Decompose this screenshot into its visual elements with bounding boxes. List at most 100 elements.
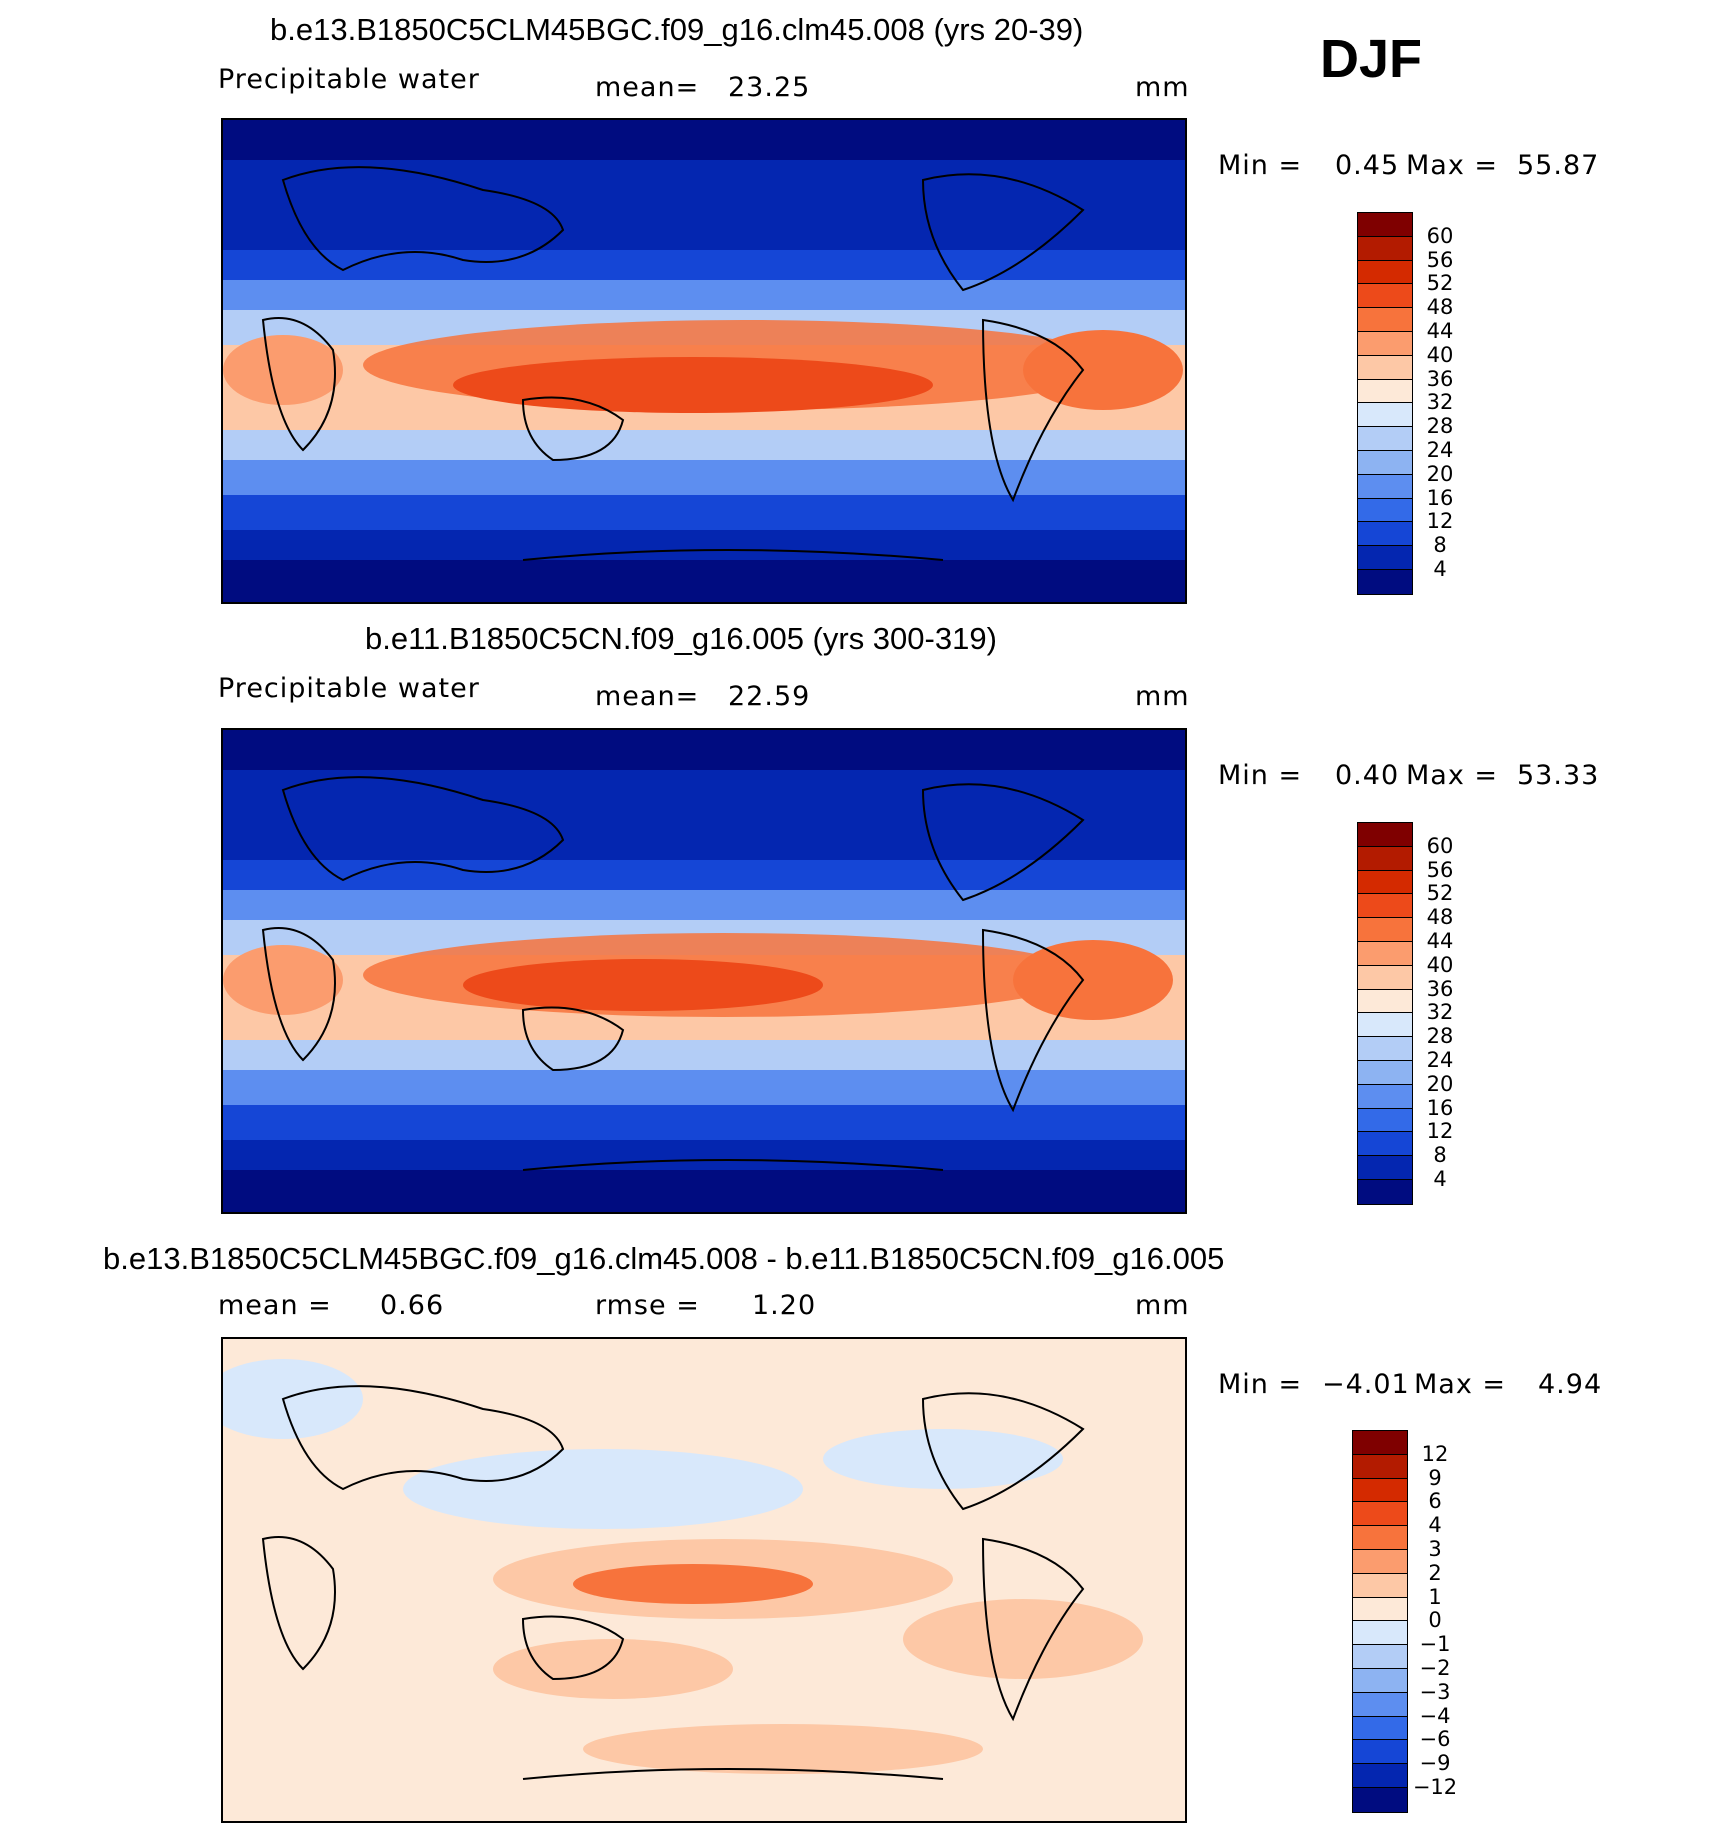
colorbar-tick-label: 2 (1428, 1560, 1442, 1585)
colorbar-tick-label: 4 (1433, 1167, 1447, 1191)
colorbar-segment (1353, 1645, 1407, 1669)
colorbar-tick-label: 0 (1428, 1608, 1442, 1633)
colorbar-tick-label: 6 (1428, 1489, 1442, 1514)
colorbar-tick-label: 20 (1426, 461, 1454, 486)
colorbar-segment (1358, 846, 1412, 871)
colorbar (1352, 1430, 1408, 1813)
colorbar-segment (1358, 823, 1412, 847)
colorbar-segment (1353, 1431, 1407, 1455)
colorbar-tick-label: −6 (1419, 1727, 1451, 1752)
min-label: Min = (1218, 760, 1303, 791)
colorbar-tick-label: 40 (1426, 952, 1454, 977)
colorbar-segment (1358, 474, 1412, 499)
min-label: Min = (1218, 1369, 1303, 1400)
colorbar-segment (1358, 1132, 1412, 1157)
units-label: mm (1135, 72, 1190, 103)
colorbar-segment (1353, 1621, 1407, 1646)
colorbar-segment (1353, 1526, 1407, 1550)
colorbar-segment (1358, 213, 1412, 237)
min-value: −4.01 (1322, 1369, 1410, 1400)
colorbar-tick-label: −2 (1419, 1656, 1451, 1680)
panel-title: b.e13.B1850C5CLM45BGC.f09_g16.clm45.008 … (103, 1241, 1225, 1276)
colorbar-segment (1358, 546, 1412, 570)
map-field (223, 730, 1185, 1212)
colorbar-segment (1358, 331, 1412, 356)
colorbar-segment (1358, 870, 1412, 895)
colorbar-tick-label: 4 (1428, 1513, 1442, 1538)
colorbar-segment (1358, 379, 1412, 404)
colorbar-tick-label: 3 (1428, 1537, 1442, 1561)
colorbar-segment (1358, 918, 1412, 942)
colorbar-segment (1358, 498, 1412, 523)
colorbar-tick-label: 32 (1426, 390, 1454, 415)
colorbar-segment (1358, 1108, 1412, 1133)
mean-label: mean= (595, 72, 700, 103)
mean-value: 22.59 (728, 681, 811, 712)
colorbar-tick-label: 24 (1426, 1048, 1454, 1072)
season-label: DJF (1320, 29, 1423, 89)
colorbar-segment (1353, 1573, 1407, 1598)
colorbar-segment (1358, 284, 1412, 309)
colorbar-segment (1353, 1764, 1407, 1788)
colorbar-tick-label: 36 (1426, 366, 1454, 391)
colorbar-segment (1353, 1740, 1407, 1765)
mean-value: 23.25 (728, 72, 811, 103)
min-value: 0.45 (1335, 150, 1400, 181)
colorbar-segment (1358, 989, 1412, 1014)
rmse-label: rmse = (595, 1290, 700, 1321)
colorbar-tick-label: 40 (1426, 342, 1454, 367)
colorbar-segment (1358, 965, 1412, 990)
units-label: mm (1135, 1290, 1190, 1321)
colorbar-tick-label: 12 (1421, 1441, 1449, 1466)
colorbar-segment (1358, 427, 1412, 451)
colorbar-segment (1358, 1013, 1412, 1038)
colorbar-tick-label: −1 (1419, 1632, 1451, 1657)
map-field (223, 1339, 1185, 1821)
colorbar-segment (1353, 1502, 1407, 1527)
units-label: mm (1135, 681, 1190, 712)
colorbar-segment (1358, 1179, 1412, 1204)
colorbar-tick-label: 28 (1426, 1024, 1454, 1049)
colorbar-tick-label: 52 (1426, 881, 1454, 906)
colorbar-tick-label: 60 (1426, 223, 1454, 248)
colorbar-tick-label: 12 (1426, 1119, 1454, 1144)
colorbar-tick-label: 8 (1433, 533, 1447, 558)
min-value: 0.40 (1335, 760, 1400, 791)
colorbar-segment (1358, 236, 1412, 261)
map-panel-1 (221, 118, 1187, 604)
mean-value: 0.66 (380, 1290, 445, 1321)
panel-title: b.e11.B1850C5CN.f09_g16.005 (yrs 300-319… (365, 621, 997, 656)
colorbar-segment (1358, 260, 1412, 285)
colorbar-segment (1358, 894, 1412, 919)
max-value: 4.94 (1538, 1369, 1603, 1400)
max-value: 53.33 (1517, 760, 1600, 791)
colorbar-tick-label: 44 (1426, 319, 1454, 343)
colorbar-tick-label: −9 (1419, 1751, 1451, 1776)
colorbar-tick-label: 56 (1426, 247, 1454, 272)
max-label: Max = (1406, 760, 1499, 791)
colorbar (1357, 212, 1413, 595)
colorbar-tick-label: 20 (1426, 1071, 1454, 1096)
mean-label: mean= (595, 681, 700, 712)
max-label: Max = (1414, 1369, 1507, 1400)
colorbar-segment (1358, 450, 1412, 475)
map-panel-3 (221, 1337, 1187, 1823)
variable-label: Precipitable water (218, 64, 480, 95)
colorbar-tick-label: 24 (1426, 438, 1454, 462)
colorbar-segment (1353, 1454, 1407, 1479)
colorbar-tick-label: −4 (1419, 1703, 1451, 1728)
colorbar-segment (1353, 1597, 1407, 1622)
map-panel-2 (221, 728, 1187, 1214)
mean-label: mean = (218, 1290, 332, 1321)
colorbar-segment (1353, 1668, 1407, 1693)
colorbar-segment (1358, 403, 1412, 428)
colorbar-tick-label: 9 (1428, 1465, 1442, 1490)
colorbar-tick-label: 60 (1426, 833, 1454, 858)
colorbar-tick-label: 1 (1428, 1584, 1442, 1609)
colorbar-tick-label: 16 (1426, 1095, 1454, 1120)
colorbar-segment (1358, 941, 1412, 966)
colorbar-segment (1358, 1156, 1412, 1180)
colorbar-segment (1353, 1787, 1407, 1812)
colorbar-tick-label: 12 (1426, 509, 1454, 534)
colorbar-segment (1358, 1037, 1412, 1061)
